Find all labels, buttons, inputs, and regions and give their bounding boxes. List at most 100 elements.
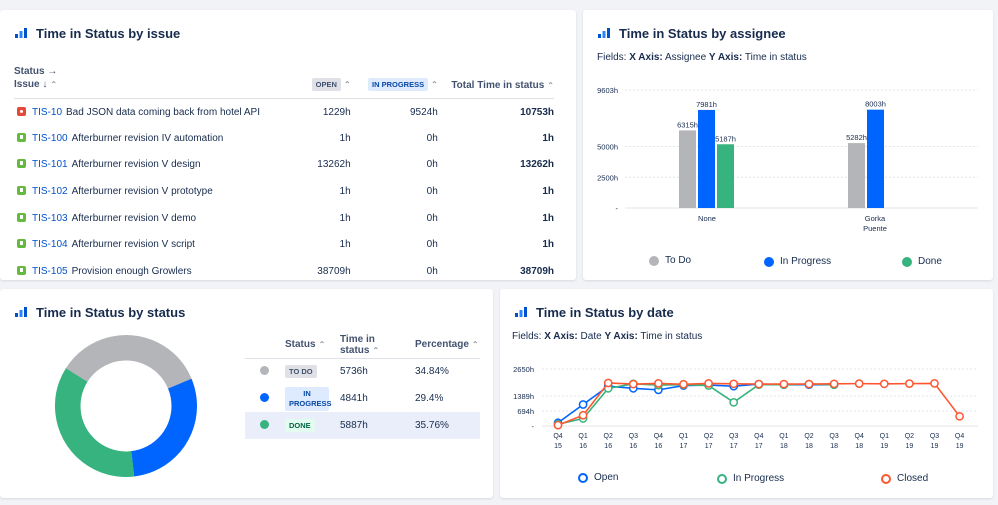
bar[interactable] xyxy=(867,109,884,208)
y-tick-label: 5000h xyxy=(597,143,618,152)
status-lozenge: TO DO xyxy=(285,365,317,379)
x-tick-label: Q4 xyxy=(754,433,763,440)
x-tick-label: 17 xyxy=(755,443,763,450)
issue-key-link[interactable]: TIS-103 xyxy=(32,212,68,224)
y-tick-label: 1389h xyxy=(513,392,534,401)
legend-open[interactable]: Open xyxy=(578,472,618,483)
table-row[interactable]: IN PROGRESS 4841h 29.4% xyxy=(245,385,480,412)
bug-icon xyxy=(17,106,26,116)
legend-todo[interactable]: To Do xyxy=(649,255,691,266)
x-axis-label: X Axis: xyxy=(629,52,663,63)
in-progress-column-header[interactable]: IN PROGRESS ⌃ xyxy=(350,65,438,99)
total-column-header[interactable]: Total Time in status ⌃ xyxy=(437,65,554,99)
issue-cell: TIS-105 Provision enough Growlers xyxy=(14,258,293,280)
bar[interactable] xyxy=(698,109,715,208)
time-column-header[interactable]: Time in status ⌃ xyxy=(340,332,415,359)
bar[interactable] xyxy=(679,130,696,208)
data-point[interactable] xyxy=(654,379,663,388)
legend-done[interactable]: Done xyxy=(902,256,942,267)
data-point[interactable] xyxy=(603,378,613,388)
in-progress-time-cell: 0h xyxy=(426,265,438,277)
open-time-cell: 38709h xyxy=(317,265,351,277)
data-point[interactable] xyxy=(804,379,814,389)
open-column-header[interactable]: OPEN ⌃ xyxy=(293,65,351,99)
issue-key-link[interactable]: TIS-101 xyxy=(32,159,68,171)
bar-data-label: 6315h xyxy=(677,120,698,129)
table-row[interactable]: TIS-10 Bad JSON data coming back from hot… xyxy=(14,99,554,126)
legend-todo-label: To Do xyxy=(665,255,692,266)
status-dot-cell xyxy=(245,412,285,439)
table-row[interactable]: TIS-102 Afterburner revision V prototype 1… xyxy=(14,178,554,205)
in-progress-time-cell: 0h xyxy=(426,212,438,224)
x-tick-label: 17 xyxy=(705,443,713,450)
data-point[interactable] xyxy=(553,420,563,430)
x-tick-label: 16 xyxy=(655,443,663,450)
status-color-dot xyxy=(260,392,269,402)
assignee-card: Time in Status by assignee Fields: X Axi… xyxy=(583,10,993,280)
data-point[interactable] xyxy=(578,410,588,420)
total-time-cell: 38709h xyxy=(520,265,554,277)
data-point[interactable] xyxy=(754,379,764,389)
app-logo-icon xyxy=(598,27,610,38)
legend-todo-dot xyxy=(649,255,659,266)
donut-slice[interactable] xyxy=(50,330,202,482)
data-point[interactable] xyxy=(879,379,889,389)
data-point[interactable] xyxy=(578,400,588,409)
data-point[interactable] xyxy=(779,379,789,389)
y-tick-label: - xyxy=(532,422,535,431)
table-row[interactable]: TIS-105 Provision enough Growlers 38709h 0h… xyxy=(14,258,554,280)
status-color-dot xyxy=(260,419,269,429)
percentage-column-header[interactable]: Percentage ⌃ xyxy=(415,332,480,359)
assignee-card-title-text: Time in Status by assignee xyxy=(619,26,786,41)
data-point[interactable] xyxy=(854,379,864,388)
table-row[interactable]: TIS-100 Afterburner revision IV automatio… xyxy=(14,125,554,152)
x-axis-value: Date xyxy=(580,331,602,342)
table-row[interactable]: TIS-104 Afterburner revision V script 1h 0h… xyxy=(14,231,554,258)
issue-header-label: Issue ↓ xyxy=(14,79,48,90)
issue-key-link[interactable]: TIS-102 xyxy=(32,186,68,198)
data-point[interactable] xyxy=(905,379,914,388)
data-point[interactable] xyxy=(628,379,638,389)
data-point[interactable] xyxy=(829,379,839,389)
data-point[interactable] xyxy=(704,379,713,388)
data-point[interactable] xyxy=(679,379,688,389)
x-tick-label: 19 xyxy=(880,443,888,450)
total-time-cell: 1h xyxy=(542,186,554,198)
data-point[interactable] xyxy=(729,379,739,389)
percentage-cell: 35.76% xyxy=(415,412,480,439)
data-point[interactable] xyxy=(955,411,964,421)
bar[interactable] xyxy=(848,143,865,208)
table-row[interactable]: TIS-103 Afterburner revision V demo 1h 0h 1h xyxy=(14,205,554,232)
time-cell: 5736h xyxy=(340,366,368,378)
percentage-cell: 34.84% xyxy=(415,366,449,378)
bar[interactable] xyxy=(717,144,734,208)
issue-key-link[interactable]: TIS-105 xyxy=(32,265,68,277)
x-tick-label: Puente xyxy=(863,224,887,233)
table-row[interactable]: DONE 5887h 35.76% xyxy=(245,412,480,439)
data-point[interactable] xyxy=(930,379,939,388)
x-tick-label: 18 xyxy=(780,443,788,450)
x-tick-label: Q1 xyxy=(679,433,688,440)
in-progress-time-cell: 0h xyxy=(426,132,438,144)
legend-in-progress[interactable]: In Progress xyxy=(717,473,784,484)
legend-in-progress-label: In Progress xyxy=(780,256,832,267)
x-tick-label: 16 xyxy=(604,443,612,450)
issue-key-link[interactable]: TIS-100 xyxy=(32,132,68,144)
status-issue-header[interactable]: Status → Issue ↓ ⌃ xyxy=(14,65,294,99)
x-tick-label: 16 xyxy=(579,443,587,450)
total-time-cell: 10753h xyxy=(520,106,554,118)
fields-prefix: Fields: xyxy=(597,52,627,63)
time-column-label: Time in status xyxy=(340,333,375,356)
table-row[interactable]: TIS-101 Afterburner revision V design 1326… xyxy=(14,152,554,179)
table-row[interactable]: TO DO 5736h 34.84% xyxy=(245,358,480,385)
legend-closed[interactable]: Closed xyxy=(881,473,928,484)
status-column-header[interactable]: Status ⌃ xyxy=(285,332,340,359)
data-point[interactable] xyxy=(729,397,739,407)
time-cell: 5887h xyxy=(340,412,415,439)
issue-key-link[interactable]: TIS-10 xyxy=(32,106,63,118)
status-cell: DONE xyxy=(285,412,340,439)
in-progress-time-cell: 0h xyxy=(426,159,438,171)
legend-in-progress[interactable]: In Progress xyxy=(764,256,831,267)
open-time-cell: 1h xyxy=(339,132,351,144)
issue-key-link[interactable]: TIS-104 xyxy=(32,239,68,251)
